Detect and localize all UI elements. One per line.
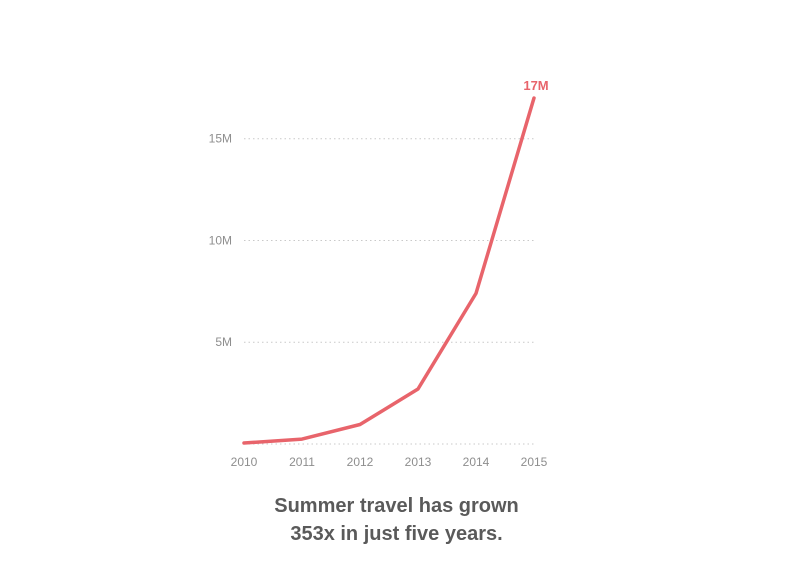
caption-line-1: Summer travel has grown [274,495,519,517]
x-tick-label: 2015 [521,455,548,469]
caption-line-2: 353x in just five years. [290,523,503,545]
series-layer [242,96,536,445]
series-line [242,96,536,445]
grid-lines [244,138,534,445]
x-axis-tick-labels: 2010 2011 2012 2013 2014 2015 [231,455,548,469]
x-tick-label: 2013 [405,455,432,469]
y-tick-label: 15M [209,132,232,146]
x-tick-label: 2014 [463,455,490,469]
data-labels: 17M [523,78,548,93]
x-tick-label: 2011 [289,455,315,469]
y-tick-label: 10M [209,233,232,247]
end-value-label: 17M [523,78,548,93]
chart-caption: Summer travel has grown 353x in just fiv… [0,492,793,548]
x-tick-label: 2010 [231,455,258,469]
y-axis-tick-labels: 5M 10M 15M [209,132,232,350]
x-tick-label: 2012 [347,455,374,469]
y-tick-label: 5M [215,335,232,349]
